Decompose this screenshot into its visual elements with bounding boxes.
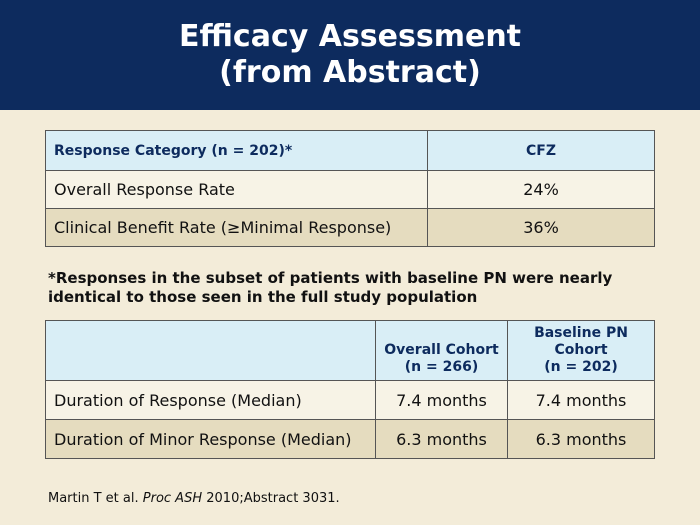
table-header-row: Response Category (n = 202)* CFZ [45, 130, 655, 171]
header-line: (n = 266) [404, 359, 479, 375]
duration-of-response-table: Overall Cohort (n = 266) Baseline PN Coh… [45, 320, 655, 459]
row-value-overall: 7.4 months [375, 380, 508, 420]
row-value-baseline-pn: 7.4 months [507, 380, 655, 420]
row-label: Clinical Benefit Rate (≥Minimal Response… [45, 208, 428, 247]
slide-title: Efficacy Assessment (from Abstract) [0, 0, 700, 110]
table-row: Duration of Response (Median) 7.4 months… [45, 380, 655, 420]
column-header-response-category: Response Category (n = 202)* [45, 130, 428, 171]
footnote-pn-subset: *Responses in the subset of patients wit… [48, 269, 613, 306]
table-row: Duration of Minor Response (Median) 6.3 … [45, 419, 655, 459]
row-label: Overall Response Rate [45, 170, 428, 209]
header-line: Baseline PN [534, 325, 628, 341]
header-line: (n = 202) [544, 359, 618, 375]
column-header-cfz: CFZ [427, 130, 655, 171]
citation-journal: Proc ASH [142, 491, 203, 506]
slide-title-line1: Efficacy Assessment [178, 19, 522, 54]
response-rate-table: Response Category (n = 202)* CFZ Overall… [45, 130, 655, 247]
row-value-overall: 6.3 months [375, 419, 508, 459]
column-header-empty [45, 320, 376, 381]
row-value-baseline-pn: 6.3 months [507, 419, 655, 459]
table-row: Clinical Benefit Rate (≥Minimal Response… [45, 208, 655, 247]
citation-authors: Martin T et al. [48, 491, 139, 506]
row-value: 24% [427, 170, 655, 209]
header-line: Overall Cohort [384, 342, 499, 358]
column-header-overall-cohort: Overall Cohort (n = 266) [375, 320, 508, 381]
table-header-row: Overall Cohort (n = 266) Baseline PN Coh… [45, 320, 655, 381]
citation: Martin T et al. Proc ASH 2010;Abstract 3… [48, 491, 340, 506]
header-line: Cohort [554, 342, 608, 358]
table-row: Overall Response Rate 24% [45, 170, 655, 209]
citation-rest: 2010;Abstract 3031. [206, 491, 340, 506]
slide-title-line2: (from Abstract) [219, 55, 481, 90]
row-label: Duration of Minor Response (Median) [45, 419, 376, 459]
column-header-baseline-pn-cohort: Baseline PN Cohort (n = 202) [507, 320, 655, 381]
row-label: Duration of Response (Median) [45, 380, 376, 420]
row-value: 36% [427, 208, 655, 247]
